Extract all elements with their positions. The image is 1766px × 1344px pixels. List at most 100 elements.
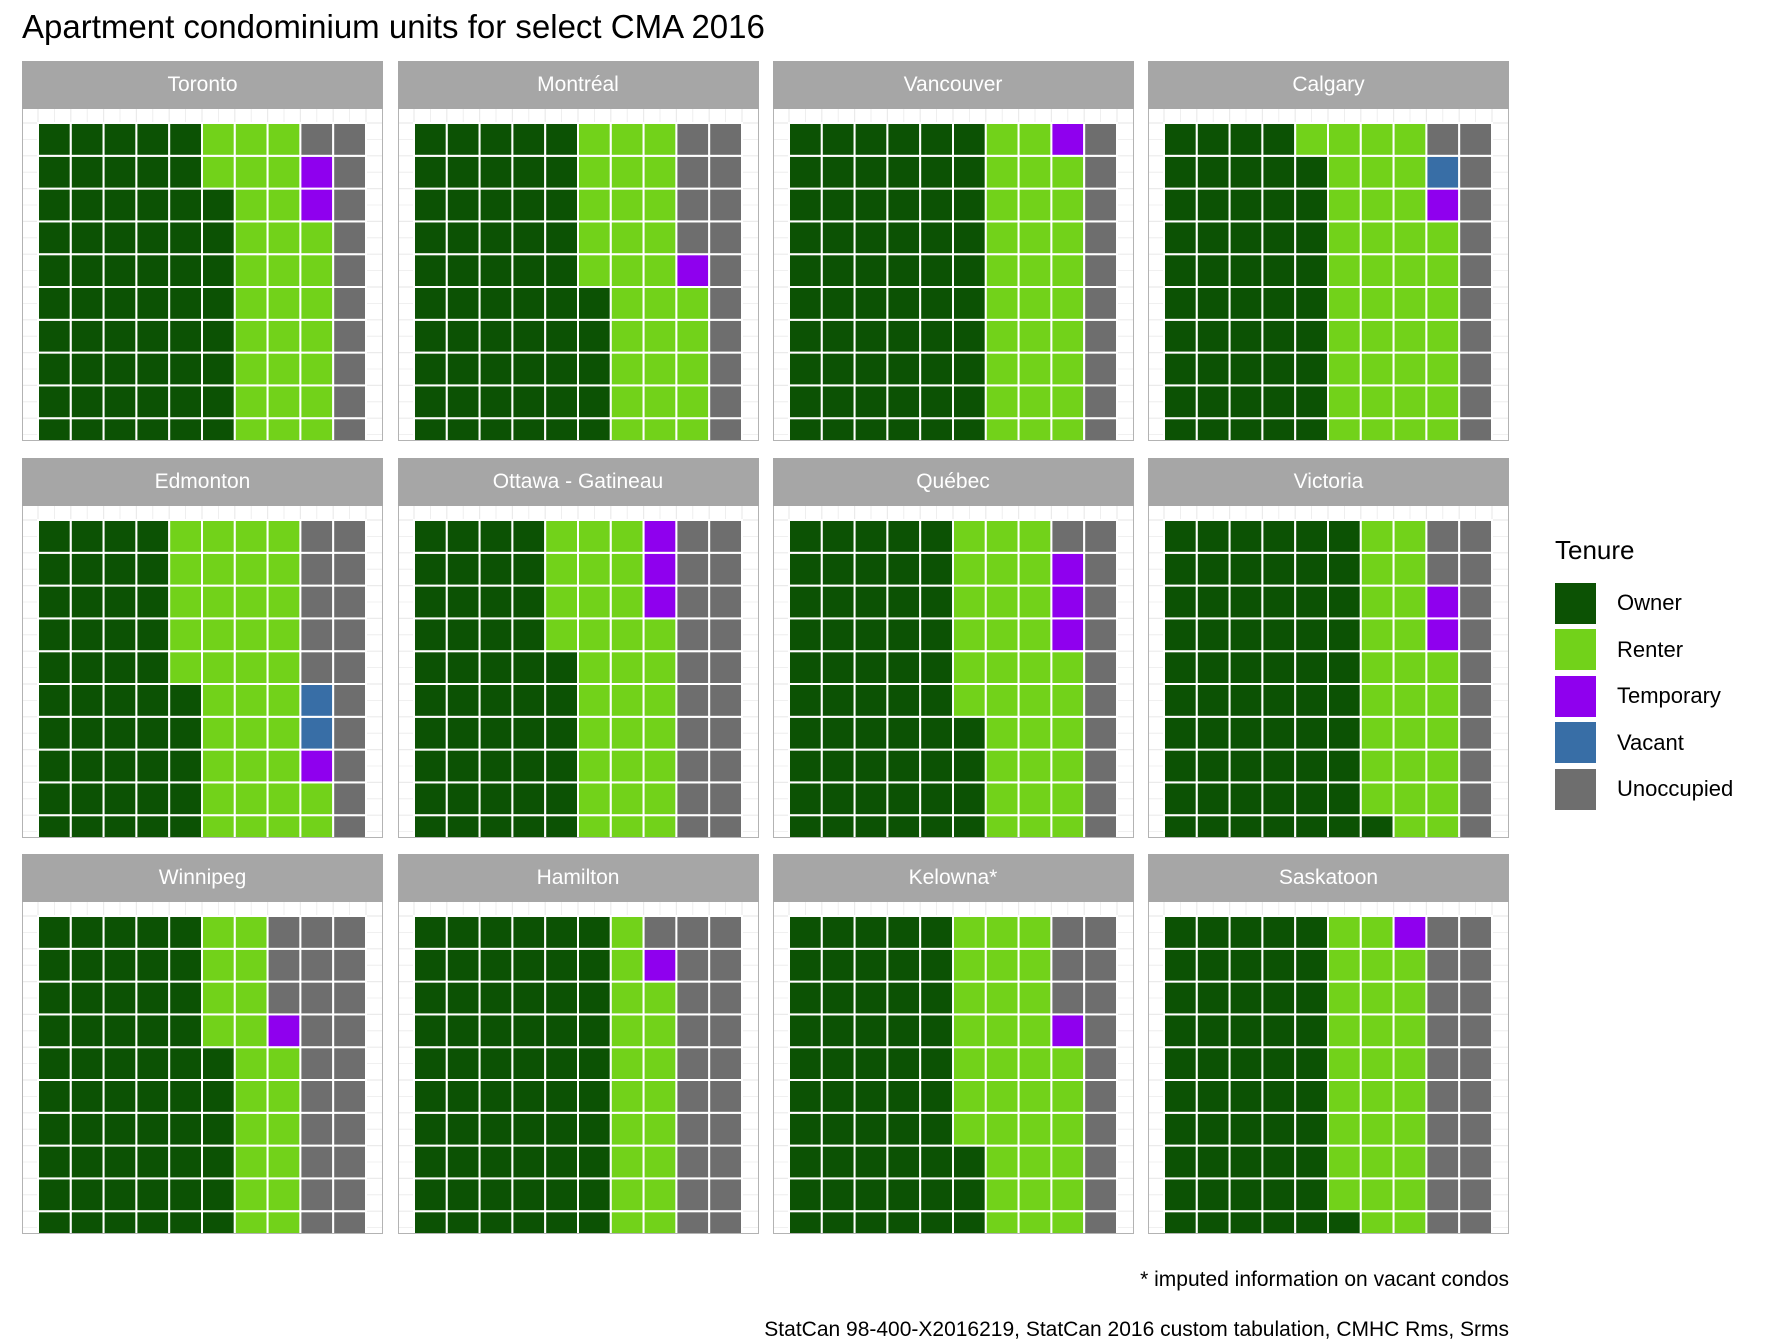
waffle-cell-renter <box>984 584 1020 619</box>
waffle-cell-renter <box>609 1144 645 1179</box>
waffle-cell-owner <box>951 351 987 387</box>
waffle-cell-owner <box>1228 682 1264 718</box>
waffle-cell-owner <box>412 154 448 190</box>
waffle-cell-owner <box>37 1111 72 1147</box>
waffle-cell-renter <box>1327 980 1362 1015</box>
waffle-cell-owner <box>37 154 72 190</box>
waffle-cell-owner <box>201 351 236 387</box>
waffle-cell-owner <box>1228 154 1264 190</box>
waffle-cell-renter <box>168 649 203 685</box>
waffle-cell-renter <box>642 980 677 1015</box>
waffle-cell-owner <box>1294 1176 1329 1212</box>
waffle-cell-owner <box>510 518 546 554</box>
waffle-cell-temporary <box>642 551 677 587</box>
waffle-cell-owner <box>445 286 481 321</box>
waffle-cell-owner <box>135 584 171 619</box>
waffle-cell-renter <box>233 914 269 950</box>
waffle-cell-owner <box>1163 220 1198 256</box>
waffle-cell-owner <box>576 914 612 950</box>
waffle-cell-unoccupied <box>1049 980 1085 1015</box>
waffle-cell-renter <box>266 1078 302 1114</box>
waffle-cell-owner <box>1327 616 1362 652</box>
waffle-cell-unoccupied <box>332 1012 368 1048</box>
facet-plot-area <box>22 901 383 1234</box>
waffle-cell-owner <box>135 715 171 751</box>
waffle-cell-owner <box>1228 780 1264 816</box>
waffle-cell-owner <box>543 748 579 783</box>
waffle-cell-owner <box>445 187 481 223</box>
waffle-cell-renter <box>233 616 269 652</box>
waffle-cell-owner <box>543 682 579 718</box>
waffle-cell-owner <box>885 980 921 1015</box>
waffle-cell-owner <box>820 947 856 983</box>
waffle-cell-owner <box>135 616 171 652</box>
waffle-cell-renter <box>951 1012 987 1048</box>
waffle-cell-owner <box>885 914 921 950</box>
waffle-cell-renter <box>1017 980 1052 1015</box>
waffle-cell-unoccupied <box>707 318 743 354</box>
waffle-cell-unoccupied <box>1458 947 1494 983</box>
waffle-cell-owner <box>576 384 612 420</box>
waffle-cell-unoccupied <box>1082 748 1118 783</box>
waffle-cell-unoccupied <box>674 122 710 157</box>
waffle-cell-renter <box>233 715 269 751</box>
waffle-cell-owner <box>885 351 921 387</box>
waffle-cell-owner <box>853 682 888 718</box>
waffle-cell-unoccupied <box>299 947 335 983</box>
waffle-cell-renter <box>642 286 677 321</box>
waffle-cell-owner <box>412 584 448 619</box>
waffle-cell-owner <box>576 1144 612 1179</box>
facet-panel: Ottawa - Gatineau <box>397 457 759 838</box>
waffle-cell-unoccupied <box>707 748 743 783</box>
waffle-cell-renter <box>984 154 1020 190</box>
waffle-cell-owner <box>168 187 203 223</box>
waffle-cell-renter <box>1327 286 1362 321</box>
waffle-cell-owner <box>478 1176 513 1212</box>
waffle-cell-owner <box>885 220 921 256</box>
waffle-cell-owner <box>412 947 448 983</box>
legend-key-renter <box>1555 629 1596 671</box>
waffle-cell-owner <box>168 980 203 1015</box>
waffle-cell-renter <box>642 1045 677 1081</box>
waffle-cell-owner <box>853 616 888 652</box>
legend-item-vacant: Vacant <box>1555 720 1733 767</box>
waffle-cell-owner <box>820 1078 856 1114</box>
legend-item-renter: Renter <box>1555 627 1733 674</box>
waffle-cell-renter <box>674 318 710 354</box>
waffle-cell-owner <box>37 914 72 950</box>
waffle-cell-owner <box>820 715 856 751</box>
legend-key-unoccupied <box>1555 768 1596 810</box>
waffle-cell-owner <box>820 122 856 157</box>
waffle-cell-renter <box>1049 351 1085 387</box>
waffle-cell-unoccupied <box>299 1012 335 1048</box>
waffle-cell-unoccupied <box>1082 154 1118 190</box>
waffle-cell-owner <box>1294 154 1329 190</box>
waffle-cell-owner <box>412 551 448 587</box>
waffle-cell-owner <box>445 780 481 816</box>
waffle-cell-owner <box>885 518 921 554</box>
waffle-cell-renter <box>1017 384 1052 420</box>
waffle-cell-owner <box>820 220 856 256</box>
waffle-cell-renter <box>266 253 302 288</box>
waffle-cell-owner <box>1228 980 1264 1015</box>
waffle-cell-owner <box>820 351 856 387</box>
waffle-cell-owner <box>102 122 138 157</box>
facet-plot-area <box>397 505 759 838</box>
waffle-cell-renter <box>543 616 579 652</box>
waffle-cell-unoccupied <box>674 1045 710 1081</box>
waffle-cell-owner <box>543 914 579 950</box>
waffle-cell-owner <box>37 682 72 718</box>
waffle-cell-owner <box>1294 813 1329 837</box>
waffle-cell-renter <box>1425 417 1461 440</box>
waffle-cell-renter <box>266 318 302 354</box>
waffle-cell-renter <box>1017 154 1052 190</box>
waffle-cell-unoccupied <box>1425 1176 1461 1212</box>
waffle-cell-renter <box>984 220 1020 256</box>
waffle-cell-owner <box>37 122 72 157</box>
waffle-cell-unoccupied <box>707 417 743 440</box>
waffle-cell-owner <box>445 649 481 685</box>
waffle-cell-unoccupied <box>299 914 335 950</box>
waffle-cell-unoccupied <box>707 914 743 950</box>
waffle-cell-owner <box>820 154 856 190</box>
waffle-cell-owner <box>543 649 579 685</box>
